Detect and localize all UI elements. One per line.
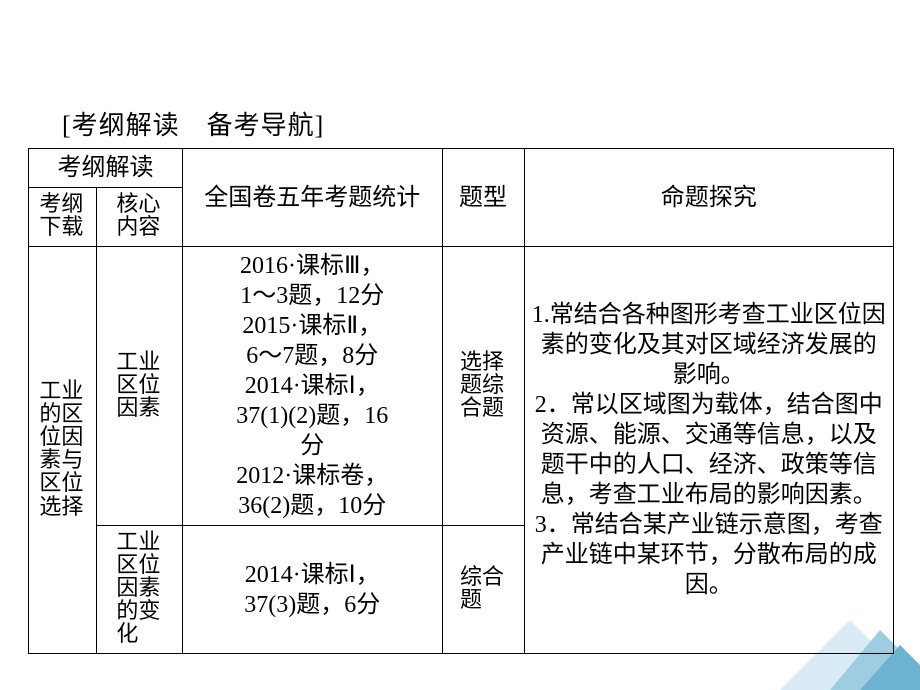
core-content-1: 工业区位因素 [96, 247, 182, 526]
research-cell: 1.常结合各种图形考查工业区位因素的变化及其对区域经济发展的影响。2．常以区域图… [524, 247, 893, 654]
core-content-2: 工业区位因素的变化 [96, 526, 182, 654]
section-heading: [考纲解读 备考导航] [62, 105, 324, 142]
header-type: 题型 [442, 149, 524, 247]
stats-cell-1: 2016·课标Ⅲ， 1～3题，12分 2015·课标Ⅱ， 6～7题，8分 201… [182, 247, 442, 526]
type-cell-1: 选择题综合题 [442, 247, 524, 526]
stats-cell-2: 2014·课标Ⅰ， 37(3)题，6分 [182, 526, 442, 654]
header-sub-download: 考纲下载 [29, 188, 97, 247]
type-cell-2: 综合题 [442, 526, 524, 654]
topic-cell: 工业的区位因素与区位选择 [29, 247, 97, 654]
header-stats: 全国卷五年考题统计 [182, 149, 442, 247]
exam-syllabus-table: 考纲解读 全国卷五年考题统计 题型 命题探究 考纲下载 核心内容 工业的区位因素… [28, 148, 894, 654]
header-research: 命题探究 [524, 149, 893, 247]
header-group: 考纲解读 [29, 149, 183, 188]
header-sub-core: 核心内容 [96, 188, 182, 247]
